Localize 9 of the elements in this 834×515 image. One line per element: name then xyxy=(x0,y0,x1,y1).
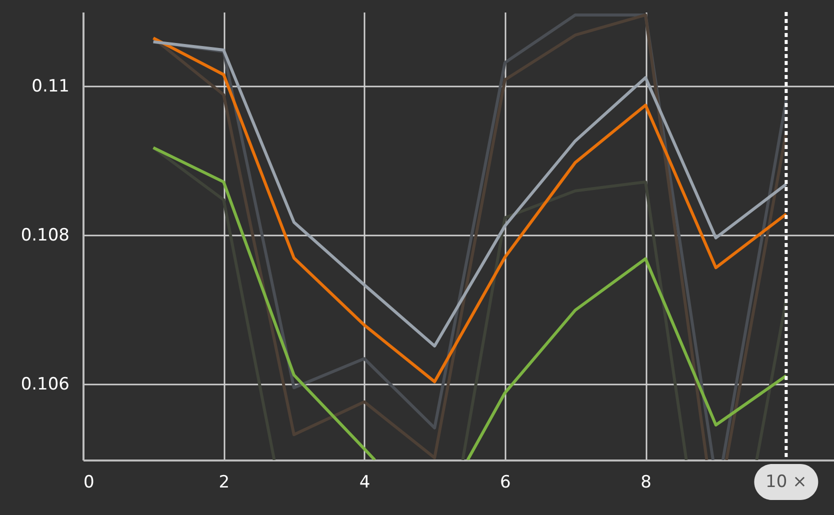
y-tick-label: 0.106 xyxy=(20,374,70,394)
y-tick-label: 0.108 xyxy=(20,225,70,246)
ref-line-label: 10 × xyxy=(766,472,807,492)
x-tick-label: 8 xyxy=(640,472,652,492)
x-tick-label: 6 xyxy=(500,472,511,492)
x-tick-label: 4 xyxy=(359,472,370,492)
x-tick-label: 0 xyxy=(84,472,94,492)
y-tick-label: 0.11 xyxy=(32,76,70,96)
x-tick-label: 2 xyxy=(218,472,230,492)
